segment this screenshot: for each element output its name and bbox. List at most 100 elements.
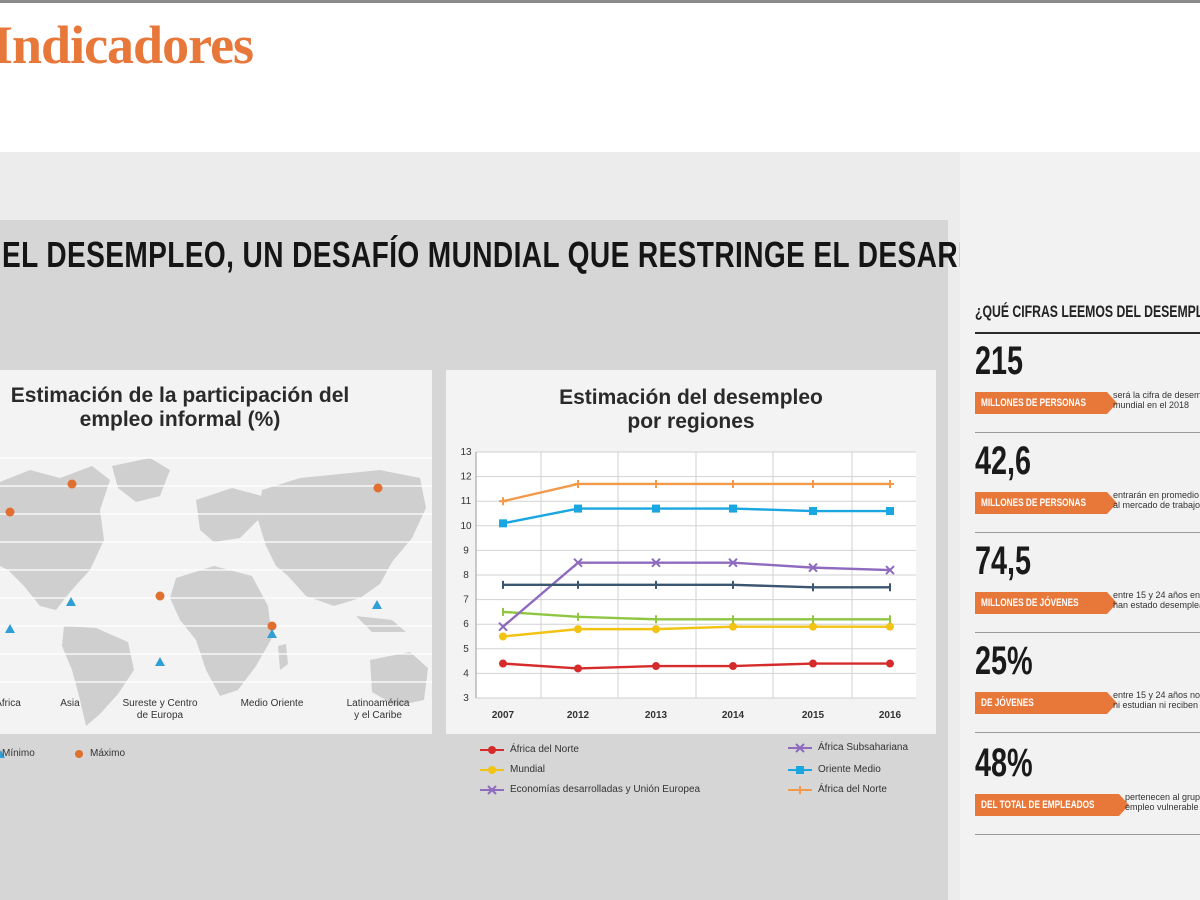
series-group [499, 659, 894, 673]
data-point [809, 479, 817, 488]
stat-tag: MILLONES DE PERSONAS [975, 392, 1117, 414]
data-point [499, 497, 507, 506]
data-point [886, 622, 894, 631]
madagascar-shape [278, 644, 288, 670]
legend-swatch [480, 784, 504, 795]
stat-tag: MILLONES DE PERSONAS [975, 492, 1117, 514]
data-point [729, 622, 737, 631]
data-point [809, 659, 817, 668]
stat-tag: MILLONES DE JÓVENES [975, 592, 1117, 614]
region-label-middle-east: Medio Oriente [241, 698, 304, 709]
stat-divider [975, 834, 1200, 835]
stat-description: entre 15 y 24 años no ni estudian ni reci… [1113, 690, 1200, 710]
data-point [729, 662, 737, 671]
series-line [502, 507, 890, 525]
legend-swatch [788, 765, 812, 774]
north-america-shape [0, 466, 110, 610]
y-tick-label: 4 [463, 668, 469, 679]
data-point [796, 765, 804, 774]
unemployment-line-chart: 3 4 5 6 7 8 9 10 11 12 13 2007 2012 2013 2014 2015 2016 [460, 447, 916, 721]
region-label-asia: Asia [60, 698, 80, 709]
min-marker [5, 624, 15, 633]
series-line [503, 583, 890, 589]
data-point [795, 742, 805, 753]
stat-divider [975, 732, 1200, 733]
stat-value: 42,6 [975, 439, 1032, 483]
data-point [574, 504, 582, 513]
y-tick-label: 3 [463, 693, 469, 704]
series-line [502, 482, 890, 503]
data-point [808, 562, 818, 573]
chart-legend-item: Oriente Medio [788, 764, 881, 775]
min-legend-marker [0, 749, 5, 758]
stats-panel [960, 152, 1200, 900]
min-marker [267, 629, 277, 638]
max-legend-marker [75, 749, 83, 758]
max-marker [267, 621, 277, 631]
indonesia-shape [356, 616, 406, 632]
map-legend-min: Mínimo [0, 748, 45, 759]
series-group [502, 580, 891, 592]
informal-employment-map-card: Estimación de la participación del emple… [0, 370, 432, 734]
continents [0, 458, 428, 726]
stat-description: entre 15 y 24 años en han estado desemple… [1113, 590, 1200, 610]
map-legend-max: Máximo [74, 748, 125, 759]
data-point [728, 557, 738, 568]
max-markers [5, 479, 383, 631]
data-point [809, 507, 817, 516]
y-tick-label: 8 [463, 570, 469, 581]
min-markers [5, 597, 382, 666]
data-point [499, 632, 507, 641]
data-point [574, 479, 582, 488]
stat-item: 215 MILLONES DE PERSONAS será la cifra de … [975, 340, 1200, 430]
data-point [488, 765, 496, 774]
series-group [499, 622, 894, 641]
stat-value: 74,5 [975, 539, 1032, 583]
europe-shape [196, 488, 262, 542]
asia-shape [258, 470, 426, 606]
y-tick-label: 9 [463, 545, 469, 556]
map-legend-min-label: Mínimo [2, 748, 35, 759]
legend-label: Economías desarrolladas y Unión Europea [510, 784, 701, 795]
data-point [499, 659, 507, 668]
unemployment-chart-card: Estimación del desempleo por regiones 3 4… [446, 370, 936, 734]
stat-tag: DE JÓVENES [975, 692, 1117, 714]
data-point [499, 519, 507, 528]
data-point [651, 557, 661, 568]
data-point [729, 504, 737, 513]
series-group [498, 557, 895, 632]
data-point [886, 507, 894, 516]
y-axis-ticks: 3 4 5 6 7 8 9 10 11 12 13 [460, 447, 472, 704]
chart-title-line1: Estimación del desempleo [559, 386, 823, 409]
y-tick-label: 13 [460, 447, 472, 458]
region-label-europe-2: de Europa [137, 710, 184, 721]
max-marker [373, 483, 383, 493]
australia-shape [370, 652, 428, 706]
stat-item: 48% DEL TOTAL DE EMPLEADOS pertenecen al g… [975, 742, 1200, 832]
region-label-africa: África [0, 696, 21, 709]
max-marker [5, 507, 15, 517]
data-point [652, 625, 660, 634]
map-title: Estimación de la participación del emple… [0, 384, 396, 432]
stat-description: será la cifra de desempleomundial en el … [1113, 390, 1200, 410]
stats-heading: ¿QUÉ CIFRAS LEEMOS DEL DESEMPLEO [975, 302, 1200, 321]
region-label-europe-1: Sureste y Centro [122, 698, 197, 709]
stat-description: pertenecen al grupo deempleo vulnerable [1125, 792, 1200, 812]
region-label-latam-2: y el Caribe [354, 710, 402, 721]
data-point [574, 664, 582, 673]
data-point [652, 479, 660, 488]
chart-legend-item: África del Norte [788, 784, 887, 795]
series-line [502, 561, 891, 628]
legend-label: África del Norte [818, 784, 887, 795]
x-tick-label: 2007 [492, 710, 515, 721]
series-line [502, 625, 890, 638]
data-point [487, 784, 497, 795]
series-line [502, 610, 890, 621]
stat-value: 25% [975, 639, 1033, 683]
legend-swatch [788, 785, 812, 794]
map-title-line1: Estimación de la participación del [10, 384, 350, 407]
series-group [502, 607, 891, 624]
legend-label: Oriente Medio [818, 764, 881, 775]
data-point [652, 504, 660, 513]
chart-legend-item: Mundial [480, 764, 545, 775]
